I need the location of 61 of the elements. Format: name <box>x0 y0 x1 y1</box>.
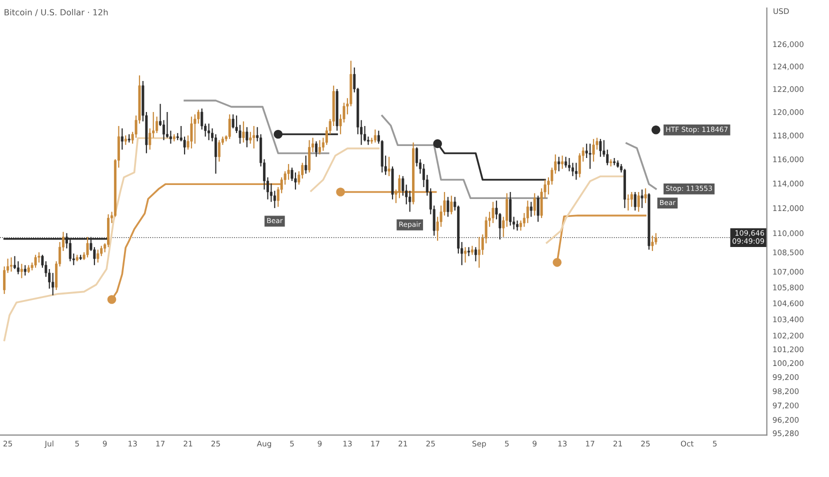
candlestick <box>287 163 290 180</box>
candlestick <box>574 162 578 180</box>
candlestick <box>640 188 644 209</box>
candlestick <box>228 114 231 140</box>
candlestick <box>20 263 23 279</box>
candlestick <box>24 264 26 276</box>
candlestick <box>464 246 467 264</box>
candlestick <box>558 156 560 172</box>
candlestick <box>398 174 401 199</box>
candlestick <box>561 155 564 170</box>
candlestick <box>651 235 654 252</box>
candlestick <box>626 194 630 212</box>
candlestick <box>599 138 602 158</box>
candlestick <box>374 128 376 144</box>
candlestick <box>571 162 574 177</box>
candlestick <box>470 245 474 256</box>
candlestick <box>86 236 89 258</box>
candlestick <box>294 172 297 190</box>
candlestick <box>474 246 477 262</box>
candlestick <box>526 200 529 224</box>
candlestick <box>536 195 540 222</box>
candlestick <box>304 155 308 174</box>
candlestick <box>564 156 568 168</box>
chart-title: Bitcoin / U.S. Dollar · 12h <box>4 8 108 16</box>
candlestick <box>630 191 633 208</box>
candlestick <box>637 191 640 212</box>
candlestick <box>592 138 595 162</box>
candlestick <box>218 140 220 162</box>
candlestick <box>318 140 321 155</box>
candlestick <box>446 196 450 218</box>
candlestick <box>568 157 571 172</box>
candlestick <box>96 249 100 264</box>
candlestick <box>13 256 16 270</box>
candlestick <box>530 201 532 218</box>
candlestick <box>124 134 127 146</box>
candlestick <box>208 123 210 141</box>
candlestick <box>588 143 592 170</box>
candlestick <box>156 116 158 134</box>
candlestick <box>388 156 390 177</box>
candlestick <box>450 195 453 215</box>
candlestick <box>52 272 54 296</box>
candlestick <box>232 114 234 129</box>
candlestick <box>38 252 40 264</box>
candlestick <box>242 120 245 144</box>
candlestick <box>478 236 480 268</box>
candlestick <box>644 188 647 204</box>
candlestick <box>194 114 196 144</box>
candlestick <box>10 256 13 272</box>
candlestick <box>468 246 470 257</box>
candlestick <box>252 125 256 150</box>
candlestick <box>34 254 37 268</box>
candlestick <box>315 140 318 158</box>
candlestick <box>190 116 193 150</box>
candlestick <box>120 128 124 150</box>
candlestick <box>634 191 636 212</box>
candlestick <box>308 140 311 174</box>
candlestick <box>516 220 519 232</box>
candlestick <box>509 191 512 226</box>
candlestick <box>492 201 494 224</box>
candlestick <box>533 192 536 216</box>
candlestick <box>246 126 248 148</box>
